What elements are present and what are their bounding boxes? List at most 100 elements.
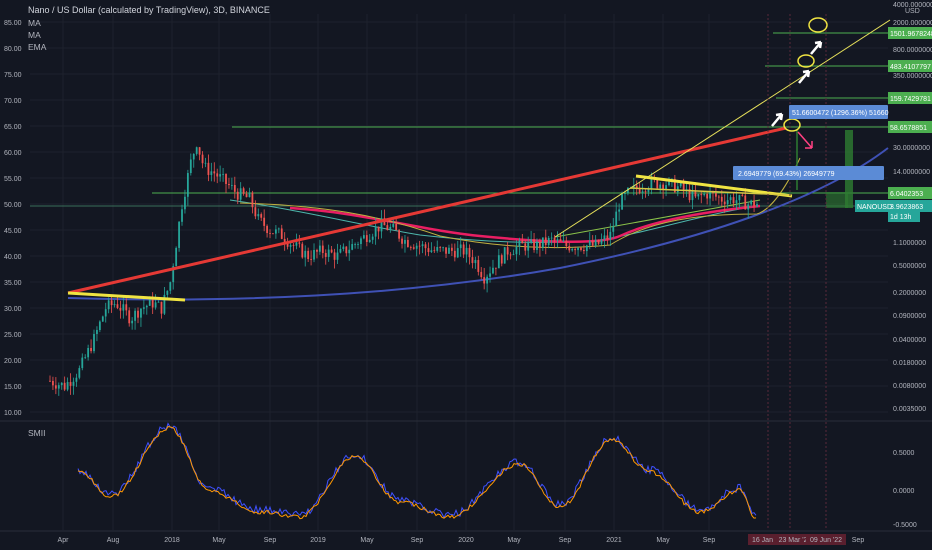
candle-body	[518, 240, 521, 247]
candle-body	[656, 179, 659, 189]
candle-body	[134, 310, 136, 321]
candle-body	[568, 246, 571, 251]
candle-body	[477, 259, 480, 272]
time-tick: May	[212, 537, 226, 544]
candle-body	[101, 316, 104, 322]
candle-body	[662, 184, 665, 190]
candle-body	[565, 240, 568, 247]
candle-body	[594, 240, 597, 246]
candle-body	[239, 188, 242, 200]
candle-body	[195, 147, 198, 154]
candle-body	[735, 200, 738, 204]
left-tick: 75.00	[4, 72, 22, 79]
left-tick: 65.00	[4, 124, 22, 131]
candle-body	[380, 218, 383, 232]
candle-body	[659, 184, 662, 189]
candle-body	[131, 320, 134, 324]
candle-body	[738, 195, 741, 201]
candle-body	[497, 255, 500, 269]
time-axis: Apr Aug 2018 May Sep 2019 May Sep 2020 May Sep 2021…	[58, 534, 865, 545]
candle-body	[292, 245, 295, 246]
candle-body	[216, 173, 219, 177]
candle-body	[283, 238, 286, 243]
candle-body	[583, 249, 585, 252]
time-tick: May	[507, 537, 521, 544]
candle-body	[310, 259, 312, 260]
candle-body	[421, 244, 424, 247]
candle-body	[621, 193, 623, 210]
candle-body	[342, 246, 345, 249]
candle-body	[753, 200, 755, 207]
candle-body	[462, 244, 465, 255]
candle-body	[509, 254, 512, 256]
candle-body	[333, 252, 336, 260]
candle-body	[451, 247, 453, 251]
candle-body	[374, 226, 377, 237]
candle-body	[544, 237, 547, 245]
price-label-bg	[888, 121, 932, 133]
legend-ma-1[interactable]: MA	[28, 18, 41, 28]
rocket-arrow	[810, 40, 823, 55]
candle-body	[665, 185, 667, 190]
candle-body	[668, 179, 670, 186]
candle-body	[600, 239, 603, 244]
candle-body	[524, 243, 527, 251]
candle-body	[289, 245, 292, 247]
candle-body	[75, 377, 78, 382]
right-tick: 0.2000000	[893, 290, 926, 297]
rocket-arrow	[798, 69, 811, 84]
left-tick: 45.00	[4, 228, 22, 235]
candle-body	[87, 347, 90, 358]
candle-body	[553, 237, 556, 241]
candle-body	[148, 298, 151, 306]
candle-body	[647, 189, 650, 193]
ma-yellow-curve	[239, 157, 801, 249]
candle-body	[207, 162, 210, 175]
candle-body	[448, 247, 450, 254]
candle-body	[336, 252, 339, 260]
left-tick: 40.00	[4, 254, 22, 261]
right-tick: 2000.0000000	[893, 20, 932, 27]
time-tick: May	[360, 537, 374, 544]
candle-body	[641, 191, 644, 193]
countdown: 1d 13h	[890, 214, 912, 221]
highlight-circle	[808, 17, 828, 33]
candle-body	[160, 301, 163, 314]
candle-body	[541, 237, 544, 248]
candle-body	[263, 217, 266, 226]
candle-body	[169, 282, 172, 291]
future-tick: Sep	[852, 537, 865, 544]
candle-body	[717, 196, 720, 198]
candle-body	[254, 207, 257, 217]
price-label-bg	[888, 92, 932, 104]
candle-body	[184, 196, 186, 210]
right-tick: 0.0900000	[893, 313, 926, 320]
candle-body	[175, 247, 178, 267]
candle-body	[181, 209, 183, 222]
candle-body	[213, 171, 216, 174]
candle-body	[474, 259, 477, 264]
legend-ema[interactable]: EMA	[28, 42, 47, 52]
future-tick: 09 Jun '22	[810, 537, 842, 544]
smii-legend[interactable]: SMII	[28, 428, 46, 438]
candle-body	[506, 247, 509, 255]
time-tick: 2019	[310, 537, 326, 544]
candle-body	[618, 209, 621, 212]
candle-body	[521, 240, 524, 244]
candle-body	[269, 233, 271, 234]
price-labels: 51.6600472 (1296.36%) 51660 2.6949779 (69…	[733, 27, 932, 222]
time-tick: Sep	[703, 537, 716, 544]
candle-body	[433, 250, 436, 252]
candle-body	[189, 159, 192, 174]
candle-body	[272, 233, 274, 235]
candle-body	[697, 194, 700, 197]
future-tick-bg	[806, 534, 846, 545]
candle-body	[500, 255, 503, 264]
candle-body	[318, 245, 321, 252]
right-tick: 1.1000000	[893, 240, 926, 247]
candle-body	[638, 188, 641, 193]
candle-body	[492, 267, 494, 274]
legend-ma-2[interactable]: MA	[28, 30, 41, 40]
candle-body	[327, 249, 330, 257]
